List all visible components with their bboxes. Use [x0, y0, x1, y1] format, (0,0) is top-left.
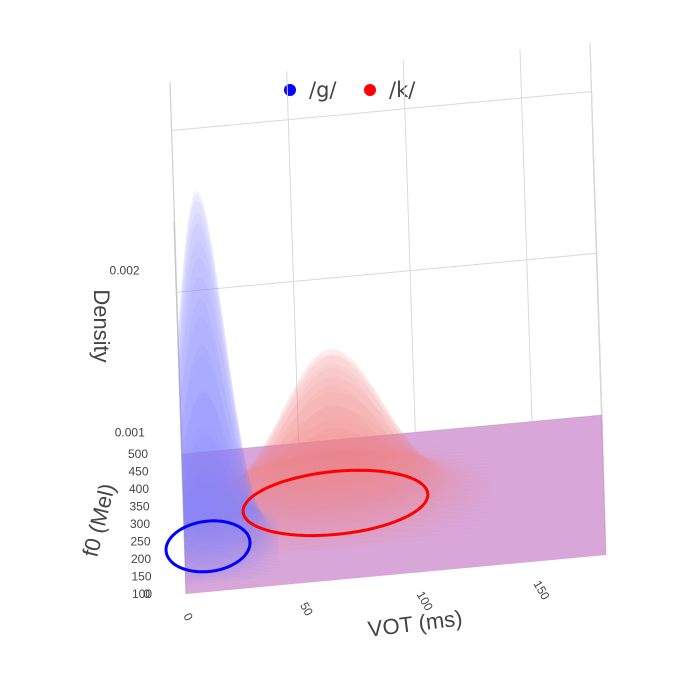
x-axis-title: VOT (ms)	[366, 605, 463, 641]
y-tick-label: 250	[130, 535, 150, 549]
contour-g	[164, 519, 252, 574]
y-tick-label: 300	[130, 517, 150, 531]
surface-slice	[177, 194, 278, 546]
surface-slice	[183, 420, 489, 493]
y-axis-title: f0 (Mel)	[78, 481, 120, 559]
surface-slice	[184, 469, 491, 542]
legend-k-label: /k/	[389, 78, 416, 102]
z-tick-label: 0.001	[115, 425, 145, 439]
floor-layer	[182, 415, 606, 594]
surface-slice	[184, 405, 490, 531]
surface-slice	[183, 377, 490, 503]
surface-slice	[183, 368, 490, 524]
surface-slice	[183, 469, 279, 571]
x-tick-label: 50	[297, 600, 316, 619]
z-axis-line	[173, 221, 187, 595]
grid-line-back-x-2	[402, 60, 416, 433]
surface-slice	[183, 354, 490, 510]
surface-slice	[184, 487, 491, 545]
surface-slice	[178, 240, 278, 541]
grid-line-back-z-2	[171, 91, 592, 131]
surface-g	[177, 190, 280, 585]
surface-slice	[183, 407, 489, 496]
y-tick-label: 200	[131, 552, 151, 566]
surface-slice	[182, 440, 489, 486]
surface-slice	[178, 223, 279, 555]
back-left-edge	[169, 81, 183, 455]
y-tick-label: 150	[131, 570, 151, 584]
surface-slice	[178, 212, 278, 543]
x-tick-label: 150	[530, 578, 552, 603]
surface-k	[182, 348, 491, 563]
surface-slice	[184, 449, 491, 538]
z-axis-title: Density	[89, 289, 114, 362]
surface-slice	[184, 427, 491, 535]
z-tick-label: 0	[143, 587, 150, 601]
x-tick-label: 0	[180, 611, 196, 624]
surface-slice	[184, 526, 279, 577]
surface-slice	[185, 559, 279, 583]
surface-slice	[184, 501, 279, 574]
surface-slice	[182, 450, 278, 524]
grid-line-back-x-1	[286, 71, 300, 444]
y-tick-label: 100	[132, 587, 152, 601]
surface-slice	[185, 570, 280, 585]
grid-line-right-z-1	[596, 253, 602, 394]
surface-slice	[183, 470, 278, 521]
contours-layer	[164, 468, 430, 574]
legend-k-marker	[364, 84, 376, 96]
surface-slice	[179, 276, 278, 538]
surface-slice	[182, 443, 489, 472]
surface-slice	[178, 200, 279, 552]
floor-plane	[182, 415, 606, 594]
surface-slice	[182, 446, 489, 475]
surface-slice	[183, 431, 489, 489]
surface-slice	[181, 393, 278, 529]
grid-line-back-z-1	[176, 252, 597, 293]
surface-slice	[183, 349, 490, 517]
surface-slice	[180, 316, 278, 535]
legend-item-k[interactable]: /k/	[364, 78, 415, 102]
surface-slice	[182, 425, 278, 527]
legend-g-label: /g/	[309, 78, 337, 102]
surface-slice	[177, 190, 278, 549]
surface-slice	[179, 257, 279, 557]
surface-slice	[185, 530, 491, 559]
surface-slice	[182, 446, 489, 482]
contour-k	[241, 468, 430, 538]
surface-slice	[183, 483, 278, 518]
right-top-edge	[589, 42, 595, 184]
surface-slice	[184, 526, 491, 556]
surface-slice	[180, 356, 278, 532]
surface-slice	[182, 449, 489, 479]
y-tick-label: 400	[129, 482, 149, 496]
surface-slice	[183, 392, 490, 500]
surface-slice	[183, 492, 278, 515]
surface-slice	[180, 344, 279, 563]
y-tick-label: 450	[128, 465, 148, 479]
surface-slice	[185, 534, 491, 563]
grid-line-back-x-3	[519, 49, 533, 422]
z-tick-label: 0.002	[110, 264, 140, 278]
surface-slice	[180, 299, 279, 560]
y-tick-label: 350	[129, 500, 149, 514]
surface-slice	[182, 432, 279, 569]
surfaces-layer	[177, 190, 491, 585]
surface-slice	[183, 364, 490, 507]
surface-slice	[183, 497, 277, 513]
y-tick-label: 500	[128, 447, 148, 461]
surface-slice	[184, 503, 491, 549]
surface-slice	[183, 348, 490, 514]
